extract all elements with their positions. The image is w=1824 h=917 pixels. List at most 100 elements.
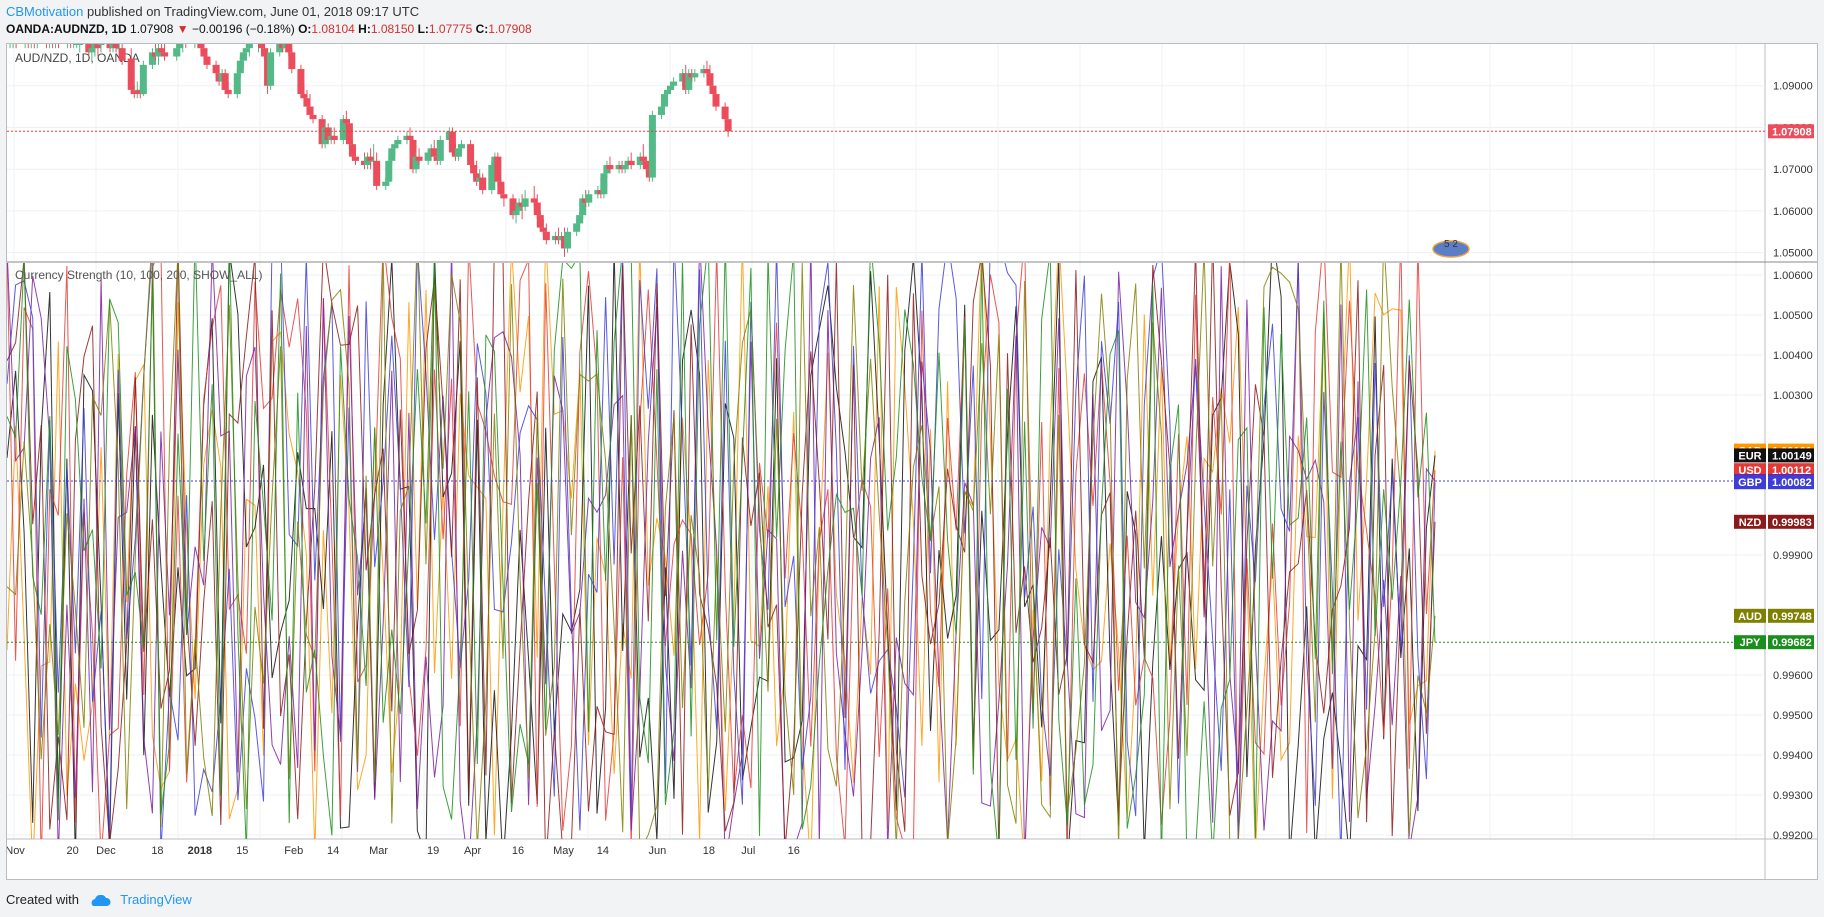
- candle-body: [112, 44, 120, 49]
- last-price-tag: [1768, 124, 1814, 139]
- events-badge-icon: [1432, 240, 1470, 258]
- candle-body: [367, 156, 375, 161]
- time-tick-label: 18: [151, 845, 163, 857]
- open-value: 1.08104: [311, 22, 355, 36]
- time-tick-label: Nov: [7, 845, 25, 857]
- chart-container[interactable]: 1.090001.080001.070001.060001.05000AUD/N…: [5, 43, 1818, 880]
- ohlc-line: OANDA:AUDNZD, 1D 1.07908 ▼ −0.00196 (−0.…: [6, 22, 532, 36]
- currency-name-tag: [1734, 608, 1766, 623]
- time-tick-label: Dec: [96, 845, 116, 857]
- price-pane-title: AUD/NZD, 1D, OANDA: [15, 51, 140, 65]
- candle-body: [667, 85, 675, 90]
- currency-tag-eur: 1.00149 EUR: [1734, 448, 1814, 463]
- publish-line: CBMotivation published on TradingView.co…: [6, 4, 419, 19]
- author-link[interactable]: CBMotivation: [6, 4, 84, 19]
- candle-body: [467, 144, 475, 166]
- published-text: published on TradingView.com, June 01, 2…: [86, 4, 420, 19]
- currency-name-tag: [1734, 448, 1766, 463]
- strength-line-eur: [7, 263, 1436, 839]
- time-tick-label: 19: [427, 845, 439, 857]
- candle-body: [424, 152, 432, 161]
- candle-body: [394, 139, 402, 145]
- candle: [685, 69, 693, 95]
- candle: [12, 44, 14, 49]
- currency-name-text: AUD: [1738, 611, 1762, 623]
- candle-body: [303, 98, 311, 107]
- candle: [542, 223, 550, 245]
- currency-tag-jpy: 0.99682 JPY: [1734, 635, 1814, 650]
- candle-body: [391, 144, 399, 149]
- candle: [70, 44, 72, 49]
- candle-body: [685, 73, 693, 90]
- candle: [351, 148, 359, 166]
- candle: [118, 44, 126, 65]
- candle-body: [436, 139, 444, 161]
- candle-body: [173, 48, 181, 57]
- candle-body: [267, 52, 275, 86]
- time-tick-label: May: [553, 845, 574, 857]
- candle-body: [573, 223, 581, 232]
- candle-body: [233, 73, 241, 95]
- candle: [448, 127, 456, 157]
- strength-line-gbp: [7, 263, 1436, 839]
- time-tick-label: 20: [66, 845, 78, 857]
- candle: [509, 194, 517, 220]
- footer: Created with TradingView: [6, 892, 192, 907]
- currency-name-text: EUR: [1738, 450, 1761, 462]
- candle: [712, 89, 720, 111]
- candle: [267, 48, 275, 90]
- currency-tag-gbp: 1.00082 GBP: [1734, 475, 1814, 490]
- candle: [76, 44, 84, 53]
- candle: [112, 44, 120, 53]
- candle: [309, 106, 317, 124]
- candle-body: [642, 160, 650, 170]
- candle: [297, 64, 305, 99]
- open-label: O:: [298, 22, 312, 36]
- candle-body: [454, 148, 462, 157]
- candle: [45, 44, 47, 49]
- currency-name-text: JPY: [1740, 637, 1761, 649]
- candle-body: [385, 160, 393, 182]
- candle-body: [724, 119, 732, 132]
- candle: [458, 139, 465, 153]
- time-tick-label: 18: [703, 845, 715, 857]
- strength-tick-label: 0.99900: [1773, 550, 1813, 562]
- currency-value-text: 0.99748: [1772, 611, 1812, 623]
- created-with-text: Created with: [6, 892, 79, 907]
- strength-line-jpy: [7, 263, 1436, 839]
- candle: [194, 44, 196, 49]
- candle: [161, 44, 169, 61]
- strength-tick-label: 1.00300: [1773, 390, 1813, 402]
- candle-body: [542, 231, 550, 241]
- strength-tick-label: 1.00500: [1773, 310, 1813, 322]
- candle-body: [161, 52, 169, 57]
- currency-name-text: GBP: [1738, 477, 1762, 489]
- candle: [533, 194, 541, 220]
- currency-value-tag: [1768, 514, 1814, 529]
- candle-body: [85, 44, 93, 53]
- strength-tick-label: 0.99300: [1773, 790, 1813, 802]
- tradingview-link[interactable]: TradingView: [120, 892, 192, 907]
- candle-body: [373, 160, 381, 186]
- time-tick-label: 14: [327, 845, 339, 857]
- candle-body: [288, 52, 296, 70]
- candle-body: [306, 106, 314, 115]
- candle-body: [94, 44, 102, 49]
- candle: [706, 64, 714, 90]
- candle-body: [76, 44, 84, 45]
- time-tick-label: 16: [788, 845, 800, 857]
- candle: [521, 190, 529, 211]
- chart-svg[interactable]: 1.090001.080001.070001.060001.05000AUD/N…: [5, 44, 1817, 879]
- candle: [488, 160, 496, 195]
- candle-body: [409, 139, 417, 170]
- candle: [155, 44, 162, 65]
- candle-body: [530, 198, 538, 203]
- currency-value-text: 1.00149: [1772, 450, 1812, 462]
- candle: [324, 123, 332, 145]
- strength-tick-label: 0.99400: [1773, 750, 1813, 762]
- candle: [436, 135, 444, 166]
- candle-body: [521, 198, 529, 207]
- candle: [94, 44, 102, 57]
- candle: [51, 44, 53, 49]
- candle: [48, 44, 50, 49]
